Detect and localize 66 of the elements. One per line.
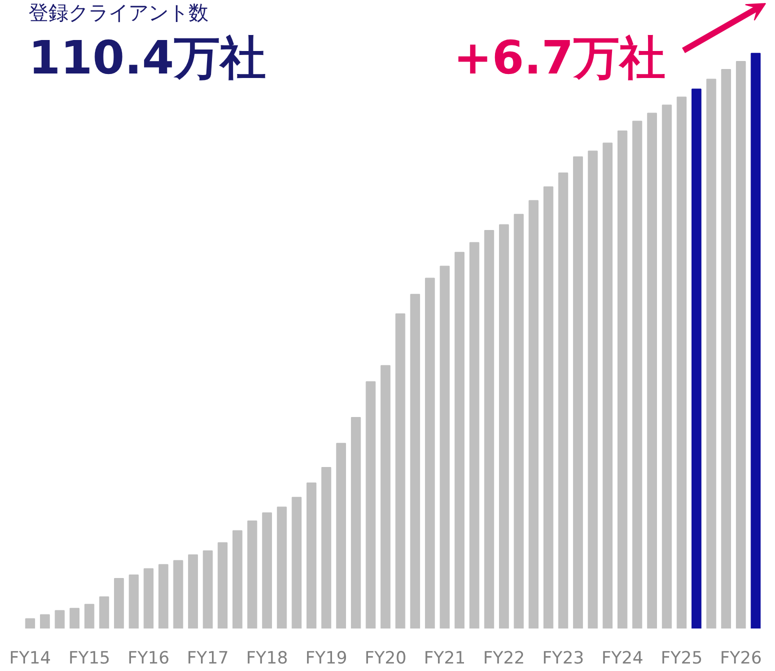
bar xyxy=(366,381,376,628)
bar xyxy=(321,466,332,628)
bar xyxy=(336,442,346,628)
bar xyxy=(218,542,228,628)
bar xyxy=(158,564,168,628)
bar xyxy=(128,574,139,628)
bar xyxy=(247,520,258,628)
bar xyxy=(380,365,390,628)
bar xyxy=(99,596,110,628)
bar xyxy=(173,560,184,628)
x-tick-label: FY16 xyxy=(128,648,170,668)
annotation: +6.7万社 xyxy=(453,30,666,84)
x-tick-label: FY20 xyxy=(364,648,406,668)
bar xyxy=(25,618,36,628)
bar xyxy=(750,52,761,628)
bar xyxy=(395,313,406,628)
bar xyxy=(514,214,524,628)
bar xyxy=(736,60,746,628)
chart-title: 登録クライアント数 xyxy=(28,0,208,24)
bar xyxy=(692,88,702,628)
bar xyxy=(543,186,554,628)
bar xyxy=(617,130,628,628)
bar xyxy=(350,416,361,628)
bar xyxy=(440,266,450,628)
bar xyxy=(202,550,213,628)
bar xyxy=(276,506,287,628)
x-tick-label: FY21 xyxy=(424,648,466,668)
bar xyxy=(647,112,657,628)
x-tick-label: FY18 xyxy=(246,648,288,668)
bar xyxy=(84,604,94,628)
bar xyxy=(70,608,80,628)
bar xyxy=(632,120,642,628)
bar xyxy=(573,156,583,628)
x-tick-label: FY26 xyxy=(720,648,762,668)
bar xyxy=(469,242,480,628)
bar xyxy=(188,554,198,628)
x-tick-label: FY19 xyxy=(305,648,348,668)
bar xyxy=(721,69,732,628)
bar xyxy=(232,530,242,628)
bar xyxy=(588,150,598,628)
x-tick-label: FY15 xyxy=(68,648,110,668)
bar xyxy=(410,294,420,628)
x-tick-label: FY23 xyxy=(542,648,584,668)
bar xyxy=(306,482,316,628)
bar xyxy=(706,78,716,628)
x-tick-label: FY14 xyxy=(9,648,52,668)
annotation: 110.4万社 xyxy=(28,30,266,84)
x-tick-label: FY22 xyxy=(483,648,525,668)
bar xyxy=(424,278,435,628)
x-tick-label: FY24 xyxy=(602,648,644,668)
bar xyxy=(528,200,539,628)
bar xyxy=(292,496,302,628)
bar xyxy=(484,230,494,628)
bar xyxy=(40,614,50,628)
bar xyxy=(54,610,65,628)
x-tick-label: FY17 xyxy=(186,648,229,668)
bar xyxy=(144,568,154,628)
x-tick-label: FY25 xyxy=(660,648,703,668)
bar xyxy=(454,252,464,628)
bar xyxy=(262,512,272,628)
bar xyxy=(499,224,509,628)
bar xyxy=(558,172,568,628)
bar xyxy=(602,142,613,628)
bar xyxy=(114,578,124,628)
bar xyxy=(662,104,672,628)
bar xyxy=(676,96,687,628)
